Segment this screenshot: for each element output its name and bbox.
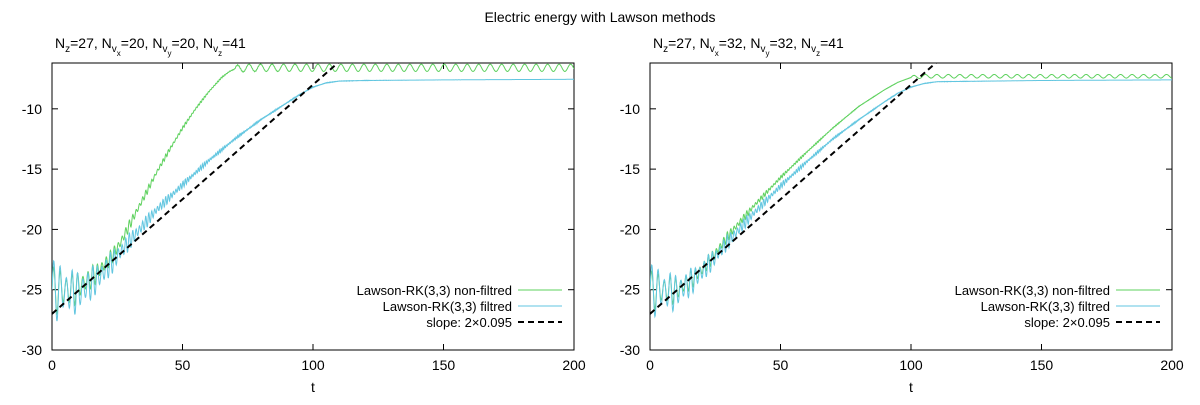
legend-label: slope: 2×0.095 (1024, 315, 1110, 330)
series-line-3 (52, 63, 340, 315)
series-line-1 (52, 63, 574, 316)
y-tick-label: -25 (620, 282, 640, 298)
y-tick-label: -20 (620, 221, 640, 237)
legend-label: Lawson-RK(3,3) filtred (383, 299, 512, 314)
series-line-1 (650, 73, 1172, 311)
y-tick-label: -20 (22, 221, 42, 237)
series-line-2 (650, 79, 1172, 319)
y-tick-label: -15 (620, 161, 640, 177)
y-tick-label: -15 (22, 161, 42, 177)
chart-panel-1: Nz=27, Nvx=20, Nvy=20, Nvz=41 0 50 100 150 20… (22, 35, 586, 395)
x-tick-label: 0 (48, 357, 56, 373)
x-tick-label: 200 (562, 357, 586, 373)
panel-title: Nz=27, Nvx=32, Nvy=32, Nvz=41 (653, 35, 844, 58)
y-tick-label: -10 (22, 101, 42, 117)
legend-label: Lawson-RK(3,3) non-filtred (955, 283, 1110, 298)
y-tick-label: -30 (22, 342, 42, 358)
legend-label: Lawson-RK(3,3) non-filtred (357, 283, 512, 298)
y-tick-label: -10 (620, 101, 640, 117)
series-line-2 (52, 78, 574, 322)
y-tick-label: -30 (620, 342, 640, 358)
legend-label: Lawson-RK(3,3) filtred (981, 299, 1110, 314)
plot-area (650, 63, 1172, 319)
x-tick-label: 100 (899, 357, 923, 373)
y-tick-label: -25 (22, 282, 42, 298)
x-tick-label: 50 (175, 357, 191, 373)
chart-panel-2: Nz=27, Nvx=32, Nvy=32, Nvz=41 0 50 100 150 20… (620, 35, 1184, 395)
x-tick-label: 50 (773, 357, 789, 373)
legend-label: slope: 2×0.095 (426, 315, 512, 330)
x-axis-label: t (909, 379, 913, 395)
series-line-3 (650, 63, 938, 315)
x-axis-label: t (311, 379, 315, 395)
panel-title: Nz=27, Nvx=20, Nvy=20, Nvz=41 (55, 35, 246, 58)
plot-area (52, 63, 574, 322)
x-tick-label: 100 (301, 357, 325, 373)
x-tick-label: 150 (1030, 357, 1054, 373)
figure-title: Electric energy with Lawson methods (484, 9, 715, 25)
x-tick-label: 200 (1160, 357, 1184, 373)
x-tick-label: 0 (646, 357, 654, 373)
x-tick-label: 150 (432, 357, 456, 373)
